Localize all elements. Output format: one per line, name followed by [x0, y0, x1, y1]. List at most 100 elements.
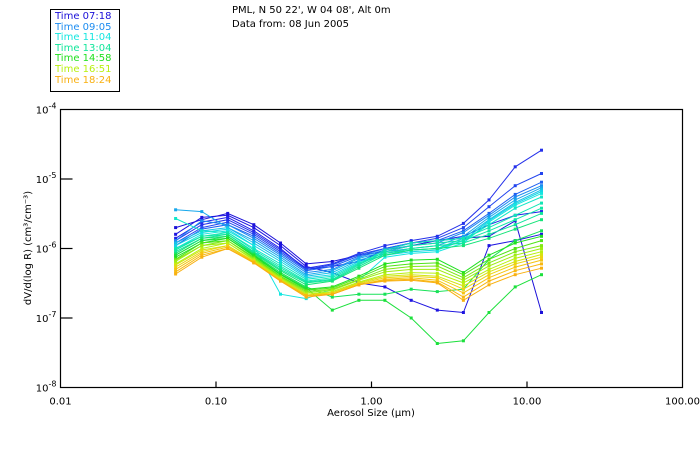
- data-point: [252, 226, 256, 230]
- data-point: [252, 241, 256, 245]
- data-point: [383, 248, 387, 252]
- data-point: [409, 267, 413, 271]
- data-point: [461, 281, 465, 285]
- data-point: [304, 269, 308, 273]
- data-point: [461, 298, 465, 302]
- data-point: [304, 271, 308, 275]
- data-point: [383, 279, 387, 283]
- data-point: [487, 236, 491, 240]
- data-point: [513, 253, 517, 257]
- data-point: [487, 220, 491, 224]
- data-point: [540, 148, 543, 152]
- data-point: [174, 236, 178, 240]
- data-point: [461, 291, 465, 295]
- data-point: [226, 227, 230, 231]
- data-point: [513, 227, 517, 231]
- x-tick-label: 0.01: [49, 397, 71, 408]
- x-tick-label: 0.10: [205, 397, 227, 408]
- data-point: [200, 248, 204, 252]
- data-point: [174, 251, 178, 255]
- data-point: [252, 236, 256, 240]
- data-point: [513, 195, 517, 199]
- data-point: [461, 287, 465, 291]
- data-point: [252, 231, 256, 234]
- data-point: [357, 265, 361, 268]
- data-point: [461, 284, 465, 288]
- data-point: [174, 241, 178, 245]
- y-axis-label: dV/d(log R) (cm³/cm⁻³): [23, 191, 34, 305]
- data-point: [174, 208, 178, 212]
- data-point: [330, 279, 334, 283]
- x-tick-label: 1.00: [360, 397, 382, 408]
- data-point: [174, 248, 178, 252]
- data-point: [409, 316, 413, 320]
- data-point: [513, 165, 517, 169]
- data-point: [540, 250, 543, 254]
- data-point: [383, 250, 387, 254]
- data-point: [226, 215, 230, 219]
- data-point: [461, 339, 465, 343]
- data-point: [174, 217, 178, 220]
- data-point: [540, 191, 543, 195]
- data-point: [226, 234, 230, 238]
- data-point: [279, 244, 282, 248]
- data-point: [540, 311, 543, 314]
- data-point: [174, 267, 178, 271]
- data-point: [487, 253, 491, 257]
- data-point: [357, 283, 361, 287]
- x-axis-ticks: 0.01 0.10 1.00 10.00 100.00: [49, 381, 700, 408]
- data-point: [513, 250, 517, 254]
- data-point: [409, 278, 413, 282]
- data-point: [279, 241, 282, 245]
- data-point: [435, 281, 439, 285]
- data-point: [461, 239, 465, 243]
- data-point: [174, 226, 178, 230]
- data-point: [540, 239, 543, 243]
- data-point: [513, 206, 517, 210]
- data-point: [174, 253, 178, 257]
- y-tick-label: 10-5: [36, 171, 57, 186]
- data-point: [487, 234, 491, 238]
- data-point: [513, 203, 517, 207]
- legend-item-1824: Time 18:24: [55, 74, 112, 86]
- data-point: [435, 234, 439, 238]
- series-0800: [174, 148, 543, 270]
- data-point: [487, 279, 491, 283]
- data-point: [226, 218, 230, 222]
- data-point: [357, 266, 361, 270]
- data-point: [226, 231, 230, 234]
- data-point: [513, 241, 517, 245]
- series-0930: [174, 186, 543, 277]
- series-layer: [174, 148, 543, 345]
- data-point: [383, 285, 387, 289]
- data-point: [513, 213, 517, 217]
- data-point: [461, 276, 465, 280]
- data-point: [435, 276, 439, 280]
- data-point: [513, 247, 517, 250]
- data-point: [409, 276, 413, 280]
- data-point: [461, 226, 465, 230]
- data-point: [279, 264, 282, 268]
- data-point: [540, 180, 543, 184]
- data-point: [540, 172, 543, 175]
- data-point: [540, 258, 543, 262]
- data-point: [487, 232, 491, 236]
- y-tick-label: 10-6: [36, 241, 57, 256]
- data-point: [200, 253, 204, 257]
- data-point: [252, 232, 256, 236]
- data-point: [226, 223, 230, 227]
- data-point: [357, 292, 361, 296]
- data-point: [461, 273, 465, 277]
- data-point: [279, 248, 282, 252]
- data-point: [252, 234, 256, 238]
- y-axis-ticks: 10-8 10-7 10-6 10-5 10-4: [36, 102, 73, 395]
- data-point: [513, 223, 517, 227]
- data-point: [174, 272, 178, 276]
- data-point: [435, 278, 439, 282]
- data-point: [279, 266, 282, 270]
- data-point: [461, 244, 465, 248]
- data-point: [409, 241, 413, 245]
- data-point: [540, 232, 543, 236]
- x-tick-label: 100.00: [665, 397, 700, 408]
